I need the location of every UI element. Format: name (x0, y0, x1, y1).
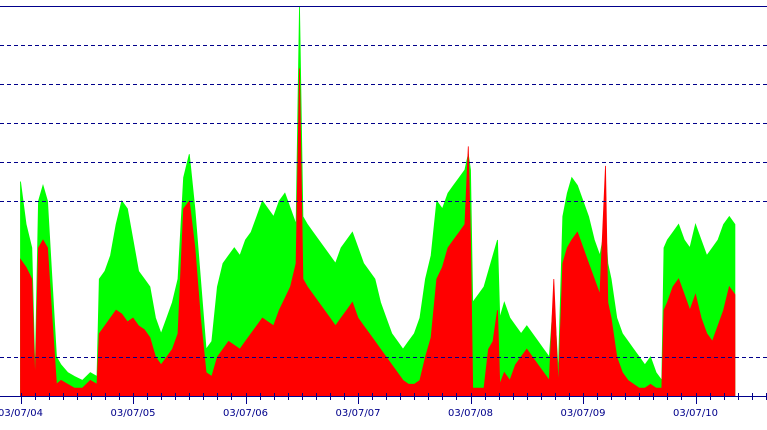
x-tick-label: 03/07/09 (561, 408, 606, 419)
series-layer (20, 5, 736, 397)
x-tick-label: 03/07/08 (448, 408, 493, 419)
x-tick-label: 03/07/06 (223, 408, 268, 419)
x-tick-label: 03/07/04 (0, 408, 43, 419)
x-tick-label: 03/07/05 (111, 408, 156, 419)
x-tick-label: 03/07/10 (673, 408, 718, 419)
x-tick-label: 03/07/07 (336, 408, 381, 419)
x-axis: 03/07/04 03/07/05 03/07/06 03/07/07 03/07/08… (0, 393, 767, 419)
series-area-red (20, 68, 736, 397)
grid-layer (0, 6, 767, 358)
